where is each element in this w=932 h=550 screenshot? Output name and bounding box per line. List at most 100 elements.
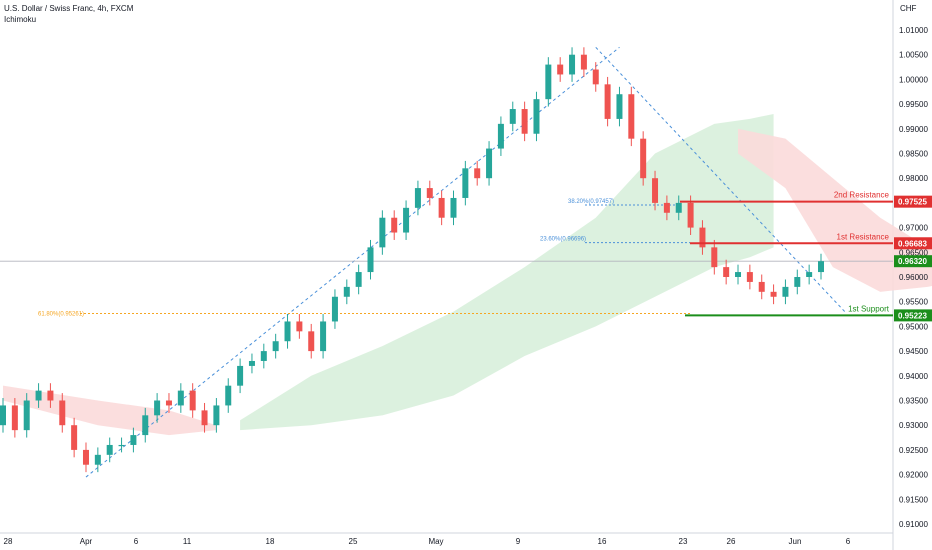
y-tick-label: 0.91500: [899, 495, 928, 504]
candle-body: [675, 202, 682, 213]
candle-body: [486, 148, 493, 179]
candle-body: [818, 261, 824, 273]
candle-body: [23, 400, 30, 431]
candle-body: [35, 390, 42, 401]
candle-body: [687, 202, 694, 228]
candle-body: [711, 247, 718, 268]
candle-body: [248, 360, 255, 366]
candle-body: [450, 197, 457, 218]
candle-body: [130, 435, 137, 445]
ichimoku-cloud-bullish: [240, 113, 774, 431]
candle-body: [59, 400, 66, 426]
y-tick-label: 0.99500: [899, 100, 928, 109]
current-price-tag-text: 0.96320: [898, 257, 927, 266]
x-tick-label: 9: [516, 537, 521, 546]
candle-body: [533, 99, 540, 134]
candle-body: [106, 444, 113, 455]
x-tick-label: 23: [679, 537, 688, 546]
y-tick-label: 0.91000: [899, 520, 928, 529]
candle-body: [0, 405, 6, 426]
candle-body: [652, 178, 659, 203]
y-tick-label: 1.01000: [899, 26, 928, 35]
candle-body: [225, 385, 232, 406]
candle-body: [11, 405, 18, 431]
y-tick-label: 0.99000: [899, 125, 928, 134]
candle-body: [438, 197, 445, 218]
y-tick-label: 0.96500: [899, 248, 928, 257]
support-1-tag-text: 0.95223: [898, 311, 927, 320]
candle-body: [189, 390, 196, 411]
y-tick-label: 0.93000: [899, 421, 928, 430]
candle-body: [82, 449, 89, 465]
fib-23-label: 23.60%(0.96696): [540, 237, 586, 243]
candle-body: [628, 94, 635, 139]
candle-body: [154, 400, 161, 416]
candle-body: [391, 217, 398, 233]
candle-body: [462, 168, 469, 198]
y-tick-label: 0.92500: [899, 446, 928, 455]
candle-body: [367, 247, 374, 273]
candle-body: [794, 277, 801, 287]
resistance-2-tag-text: 0.97525: [898, 198, 927, 207]
ichimoku-cloud-bearish: [738, 128, 932, 292]
candle-body: [592, 69, 599, 85]
y-tick-label: 0.98500: [899, 150, 928, 159]
y-tick-label: 0.98000: [899, 174, 928, 183]
candle-body: [201, 410, 208, 426]
x-tick-label: 6: [134, 537, 139, 546]
resistance-1-tag-bg: [894, 237, 932, 250]
candle-body: [308, 331, 315, 352]
candle-body: [723, 267, 730, 277]
x-tick-label: 6: [846, 537, 851, 546]
candle-body: [663, 202, 670, 213]
candle-body: [746, 272, 753, 282]
candle-body: [806, 272, 813, 277]
chart-title: U.S. Dollar / Swiss Franc, 4h, FXCM: [4, 4, 134, 13]
fib-61-label: 61.80%(0.95261): [38, 312, 84, 318]
candle-body: [355, 272, 362, 287]
current-price-tag-bg: [894, 255, 932, 268]
candle-body: [569, 54, 576, 75]
ichimoku-cloud-bearish-early: [3, 385, 217, 436]
candle-body: [284, 321, 291, 342]
indicator-label: Ichimoku: [4, 15, 37, 24]
candle-body: [272, 341, 279, 352]
x-tick-label: May: [428, 537, 443, 546]
candle-body: [320, 321, 327, 352]
candle-body: [758, 281, 765, 292]
resistance-1-tag-text: 0.96683: [898, 239, 927, 248]
uptrend-line: [85, 46, 620, 478]
candles-group: [0, 47, 824, 473]
x-tick-label: 11: [183, 537, 192, 546]
candle-body: [165, 400, 172, 406]
candle-body: [426, 188, 433, 198]
candle-body: [142, 415, 149, 436]
candle-body: [71, 425, 78, 450]
candle-body: [521, 109, 528, 134]
x-tick-label: 16: [598, 537, 607, 546]
candle-body: [94, 454, 101, 465]
y-tick-label: 0.92000: [899, 471, 928, 480]
candle-body: [616, 94, 623, 119]
support-1-tag-bg: [894, 309, 932, 322]
candle-body: [118, 444, 125, 447]
resistance-2-tag-bg: [894, 195, 932, 208]
y-tick-label: 0.93500: [899, 397, 928, 406]
y-tick-label: 1.00000: [899, 75, 928, 84]
candle-body: [580, 54, 587, 70]
x-tick-label: 25: [349, 537, 358, 546]
support-1-label: 1st Support: [848, 304, 890, 313]
candle-body: [331, 296, 338, 322]
candle-body: [699, 227, 706, 248]
y-tick-label: 0.94000: [899, 372, 928, 381]
candle-body: [497, 123, 504, 149]
candle-body: [545, 64, 552, 100]
candle-body: [237, 365, 244, 386]
candle-body: [474, 168, 481, 179]
candle-body: [47, 390, 54, 401]
x-tick-label: 18: [266, 537, 275, 546]
candle-body: [509, 109, 516, 124]
y-tick-label: 1.00500: [899, 51, 928, 60]
candle-body: [557, 64, 564, 75]
